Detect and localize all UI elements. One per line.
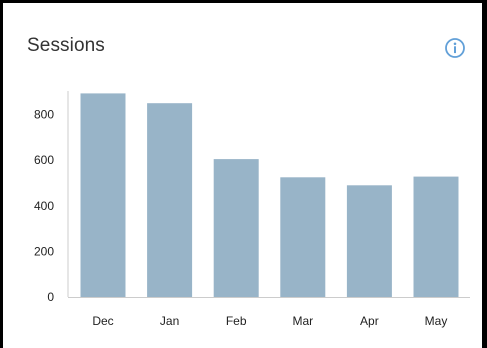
bar-feb[interactable]	[213, 159, 259, 297]
x-axis: Dec Jan Feb Mar Apr May	[68, 297, 470, 328]
x-tick-label: Mar	[292, 314, 313, 328]
x-tick-label: Dec	[92, 314, 113, 328]
bars	[80, 93, 459, 298]
bar-jan[interactable]	[147, 103, 193, 297]
bar-may[interactable]	[413, 176, 459, 297]
x-tick-label: Jan	[160, 314, 179, 328]
y-tick-label: 800	[34, 108, 54, 122]
info-icon[interactable]	[444, 37, 466, 59]
x-tick-label: Feb	[226, 314, 247, 328]
x-tick-label: May	[425, 314, 448, 328]
y-tick-label: 0	[47, 290, 54, 304]
y-axis: 0 200 400 600 800	[34, 91, 69, 304]
bar-apr[interactable]	[346, 185, 392, 297]
bar-mar[interactable]	[280, 177, 326, 297]
bar-dec[interactable]	[80, 93, 126, 298]
y-tick-label: 600	[34, 153, 54, 167]
y-tick-label: 400	[34, 199, 54, 213]
x-tick-label: Apr	[360, 314, 379, 328]
card-title: Sessions	[27, 35, 105, 56]
y-tick-label: 200	[34, 244, 54, 258]
